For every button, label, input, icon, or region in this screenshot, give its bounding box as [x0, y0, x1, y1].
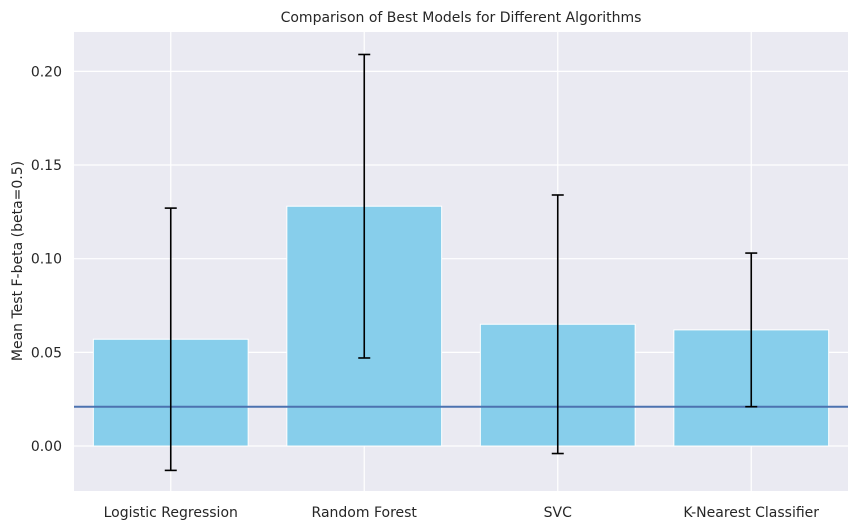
error-bars: [164, 53, 758, 472]
x-tick-labels: Logistic Regression Random Forest SVC K-Nea…: [104, 505, 820, 521]
error-bar: [551, 194, 564, 455]
y-tick-label: 0.15: [31, 158, 62, 174]
chart-title: Comparison of Best Models for Different …: [281, 10, 642, 26]
x-tick-label: Logistic Regression: [104, 505, 238, 521]
error-bar: [358, 53, 371, 359]
y-tick-labels: 0.00 0.05 0.10 0.15 0.20: [31, 64, 62, 455]
error-bar: [164, 207, 177, 472]
x-tick-label: SVC: [544, 505, 572, 521]
y-tick-label: 0.20: [31, 64, 62, 80]
y-axis-label: Mean Test F-beta (beta=0.5): [10, 161, 26, 361]
x-tick-label: K-Nearest Classifier: [683, 505, 819, 521]
x-tick-label: Random Forest: [312, 505, 418, 521]
y-tick-label: 0.05: [31, 345, 62, 361]
y-tick-label: 0.10: [31, 252, 62, 268]
y-tick-label: 0.00: [31, 439, 62, 455]
error-bar: [745, 252, 758, 408]
